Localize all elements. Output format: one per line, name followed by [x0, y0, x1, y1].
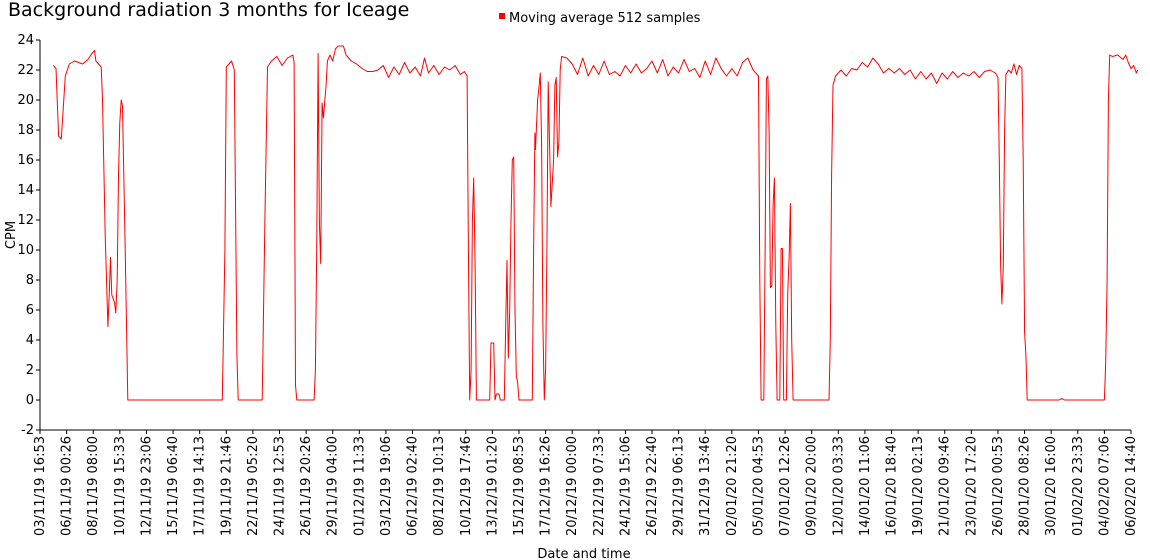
x-tick-label: 04/02/20 07:06 — [1097, 436, 1112, 536]
x-tick-label: 17/11/19 14:13 — [193, 436, 208, 536]
x-tick-label: 26/11/19 20:26 — [299, 436, 314, 536]
x-tick-label: 20/12/19 00:00 — [565, 436, 580, 536]
x-tick-label: 03/11/19 16:53 — [33, 436, 48, 536]
x-tick-label: 31/12/19 13:46 — [698, 436, 713, 536]
x-tick-label: 06/02/20 14:40 — [1124, 436, 1139, 536]
x-tick-label: 08/12/19 10:13 — [432, 436, 447, 536]
y-tick-label: 14 — [17, 183, 34, 198]
y-tick-label: 10 — [17, 243, 34, 258]
x-tick-label: 10/12/19 17:46 — [459, 436, 474, 536]
y-tick-label: 4 — [26, 333, 34, 348]
x-tick-label: 19/01/20 02:13 — [911, 436, 926, 536]
y-tick-label: 8 — [26, 273, 34, 288]
y-tick-label: 20 — [17, 93, 34, 108]
y-tick-label: 2 — [26, 363, 34, 378]
x-tick-label: 02/01/20 21:20 — [725, 436, 740, 536]
y-tick-label: 16 — [17, 153, 34, 168]
series-line-moving-average — [52, 45, 1139, 401]
y-tick-label: -2 — [21, 423, 34, 438]
x-tick-label: 22/12/19 07:33 — [592, 436, 607, 536]
x-tick-label: 19/11/19 21:46 — [219, 436, 234, 536]
x-axis-label: Date and time — [537, 547, 630, 560]
x-tick-label: 08/11/19 08:00 — [86, 436, 101, 536]
y-tick-label: 12 — [17, 213, 34, 228]
x-tick-label: 21/01/20 09:46 — [938, 436, 953, 536]
x-tick-label: 06/12/19 02:40 — [406, 436, 421, 536]
x-ticks: 03/11/19 16:53 06/11/19 00:26 08/11/19 08:… — [33, 430, 1139, 536]
chart-title: Background radiation 3 months for Iceage — [8, 0, 409, 21]
x-tick-label: 10/11/19 15:33 — [113, 436, 128, 536]
y-tick-label: 0 — [26, 393, 34, 408]
y-tick-label: 22 — [17, 63, 34, 78]
x-tick-label: 14/01/20 11:06 — [858, 436, 873, 536]
legend-swatch — [499, 13, 505, 19]
x-tick-label: 26/12/19 22:40 — [645, 436, 660, 536]
x-tick-label: 26/01/20 00:53 — [991, 436, 1006, 536]
x-tick-label: 24/12/19 15:06 — [618, 436, 633, 536]
x-tick-label: 30/01/20 16:00 — [1044, 436, 1059, 536]
y-tick-label: 24 — [17, 33, 34, 48]
x-tick-label: 01/02/20 23:33 — [1071, 436, 1086, 536]
legend: Moving average 512 samples — [499, 11, 701, 26]
x-tick-label: 12/01/20 03:33 — [831, 436, 846, 536]
x-tick-label: 22/11/19 05:20 — [246, 436, 261, 536]
x-tick-label: 07/01/20 12:26 — [778, 436, 793, 536]
x-tick-label: 01/12/19 11:33 — [352, 436, 367, 536]
x-tick-label: 17/12/19 16:26 — [539, 436, 554, 536]
legend-entry: Moving average 512 samples — [509, 11, 701, 26]
x-tick-label: 05/01/20 04:53 — [751, 436, 766, 536]
x-tick-label: 09/01/20 20:00 — [805, 436, 820, 536]
x-tick-label: 13/12/19 01:20 — [485, 436, 500, 536]
x-tick-label: 28/01/20 08:26 — [1018, 436, 1033, 536]
x-tick-label: 16/01/20 18:40 — [885, 436, 900, 536]
x-tick-label: 03/12/19 19:06 — [379, 436, 394, 536]
y-tick-label: 18 — [17, 123, 34, 138]
x-tick-label: 23/01/20 17:20 — [964, 436, 979, 536]
x-tick-label: 29/12/19 06:13 — [672, 436, 687, 536]
x-tick-label: 24/11/19 12:53 — [272, 436, 287, 536]
x-tick-label: 15/11/19 06:40 — [166, 436, 181, 536]
y-tick-label: 6 — [26, 303, 34, 318]
x-tick-label: 06/11/19 00:26 — [60, 436, 75, 536]
x-tick-label: 12/11/19 23:06 — [139, 436, 154, 536]
x-tick-label: 29/11/19 04:00 — [326, 436, 341, 536]
y-axis-label: CPM — [4, 221, 19, 249]
x-tick-label: 15/12/19 08:53 — [512, 436, 527, 536]
